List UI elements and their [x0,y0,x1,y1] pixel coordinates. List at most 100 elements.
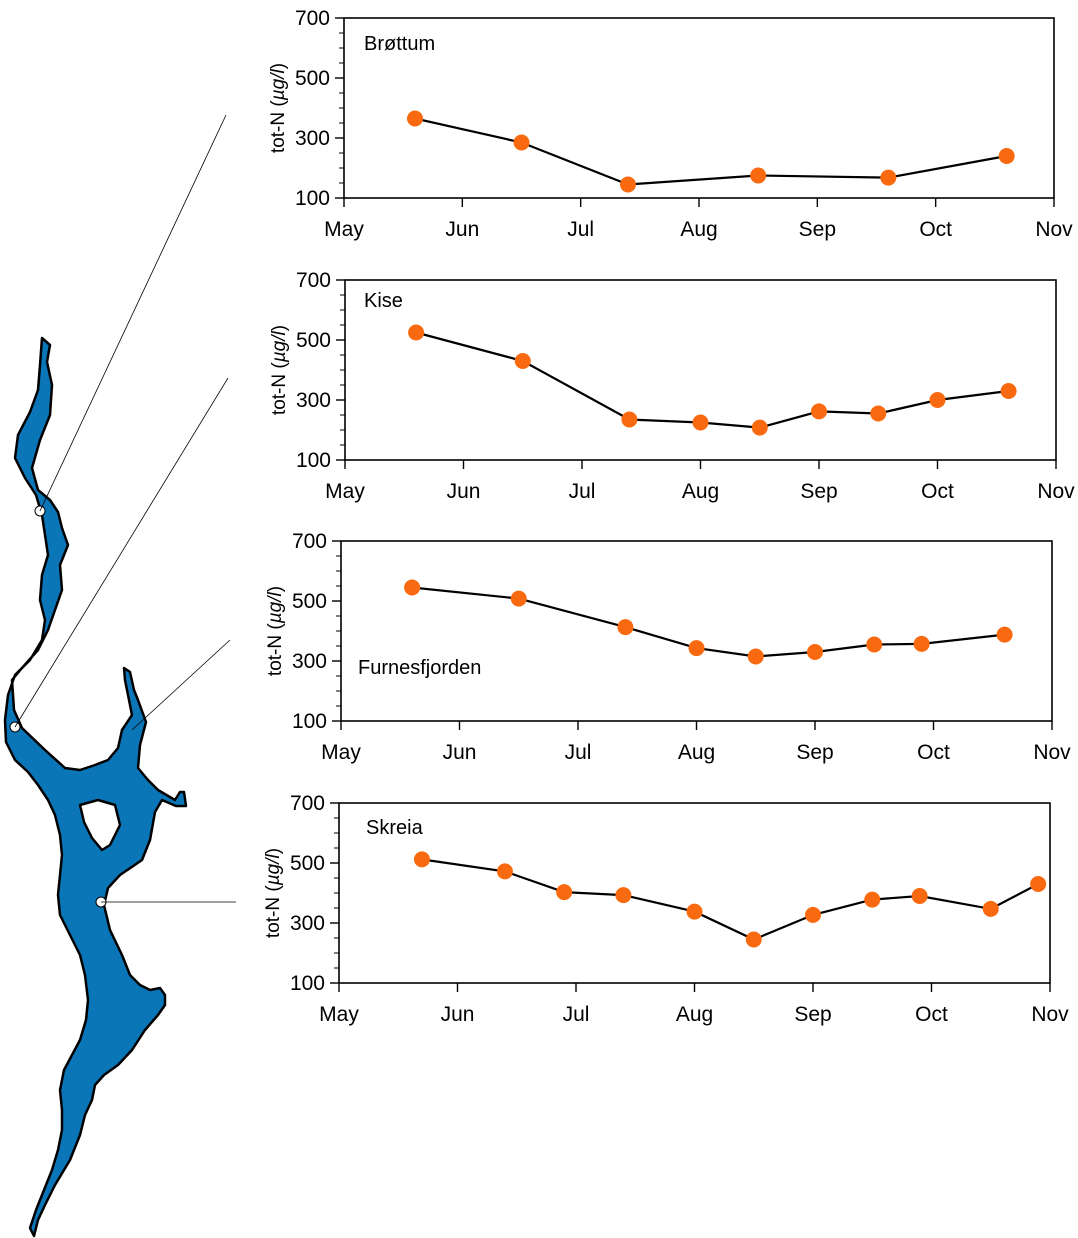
x-tick-label: Sep [796,741,833,764]
y-tick-label: 500 [295,67,330,90]
panel-title-furnesfjorden: Furnesfjorden [358,657,481,679]
data-point [556,884,573,901]
x-tick-label: Sep [800,480,837,503]
data-point [615,887,632,904]
data-point [880,169,897,186]
chart-panel-skreia: 100 300 500 700 May Jun Jul Aug Sep Oct Nov tot-N (… [263,792,1069,1026]
y-tick-label: 100 [292,710,327,733]
data-point [496,863,513,880]
x-tick-label: Nov [1035,218,1073,241]
chart-panel-kise: 100 300 500 700 May Jun Jul Aug Sep Oct Nov tot-N (… [269,269,1075,503]
data-point [620,176,636,193]
y-tick-label: 500 [290,852,325,875]
data-point [811,403,827,420]
data-point [413,851,430,868]
x-tick-label: Jun [447,480,481,503]
data-point [750,167,767,184]
series-line [421,858,1039,941]
x-tick-label: Sep [794,1003,831,1026]
data-point [1000,383,1017,399]
chart-panel-brottum: 100 300 500 700 May Jun Jul Aug Sep Oct Nov tot-N (… [268,7,1073,241]
plot-frame [343,17,1055,199]
data-point [747,648,764,665]
x-tick-label: Nov [1033,741,1071,764]
series-line [414,117,1007,186]
y-tick-label: 700 [292,530,327,553]
x-tick-label: Oct [917,741,950,764]
x-tick-label: May [324,218,364,241]
y-tick-label: 300 [292,650,327,673]
y-tick-label: 300 [296,389,331,412]
lake-shape [3,336,188,1238]
x-tick-label: Aug [682,480,719,503]
panel-title-kise: Kise [364,290,403,312]
data-point [510,590,527,607]
x-tick-label: May [321,741,361,764]
plot-frame [340,540,1053,722]
x-tick-label: Jun [443,741,477,764]
y-axis-label: tot-N (µg/l) [265,586,286,676]
x-tick-label: Oct [919,218,952,241]
x-tick-label: Sep [799,218,836,241]
x-tick-label: Jun [441,1003,475,1026]
data-point [807,644,823,660]
x-tick-label: Jul [569,480,596,503]
y-tick-label: 300 [290,912,325,935]
y-tick-label: 100 [296,449,331,472]
leader-line-brottum [39,114,227,512]
data-point [621,411,638,428]
y-tick-label: 700 [295,7,330,30]
data-point [513,134,530,151]
data-point [1030,876,1047,892]
leader-line-furnesfjorden [131,639,231,731]
data-point [617,619,634,636]
y-axis-label: tot-N (µg/l) [269,325,290,415]
data-point [866,636,883,653]
data-point [404,579,421,596]
x-tick-label: Aug [678,741,715,764]
y-axis-label: tot-N (µg/l) [263,848,284,938]
x-tick-label: May [319,1003,359,1026]
x-tick-label: Jun [445,218,479,241]
y-tick-label: 700 [290,792,325,815]
data-point [514,353,531,369]
chart-panel-furnesfjorden: 100 300 500 700 May Jun Jul Aug Sep Oct Nov tot-N (… [265,530,1071,764]
data-point [911,888,928,904]
x-tick-label: Jul [565,741,592,764]
data-point [745,931,762,948]
data-point [913,635,930,652]
data-point [870,405,887,422]
data-point [929,392,946,408]
x-tick-label: Aug [676,1003,713,1026]
leader-line-kise [14,377,229,728]
y-tick-label: 100 [295,187,330,210]
data-point [982,900,999,917]
y-axis-label: tot-N (µg/l) [268,63,289,153]
lake-map [3,114,236,1238]
y-tick-label: 700 [296,269,331,292]
data-point [864,891,881,908]
data-point [692,414,709,431]
series-line [415,331,1009,429]
panel-title-skreia: Skreia [366,817,424,839]
plot-frame [338,802,1051,984]
data-point [751,419,768,436]
data-point [686,903,703,920]
x-tick-label: Jul [567,218,594,241]
x-tick-label: Aug [680,218,717,241]
y-tick-label: 500 [296,329,331,352]
data-point [408,324,425,341]
x-tick-label: May [325,480,365,503]
x-tick-label: Oct [921,480,954,503]
x-tick-label: Nov [1031,1003,1069,1026]
panel-title-brottum: Brøttum [364,33,435,55]
data-point [688,640,705,657]
y-tick-label: 100 [290,972,325,995]
plot-frame [344,279,1057,461]
y-tick-label: 300 [295,127,330,150]
data-point [805,906,821,923]
data-point [998,148,1015,164]
x-tick-label: Oct [915,1003,948,1026]
y-tick-label: 500 [292,590,327,613]
